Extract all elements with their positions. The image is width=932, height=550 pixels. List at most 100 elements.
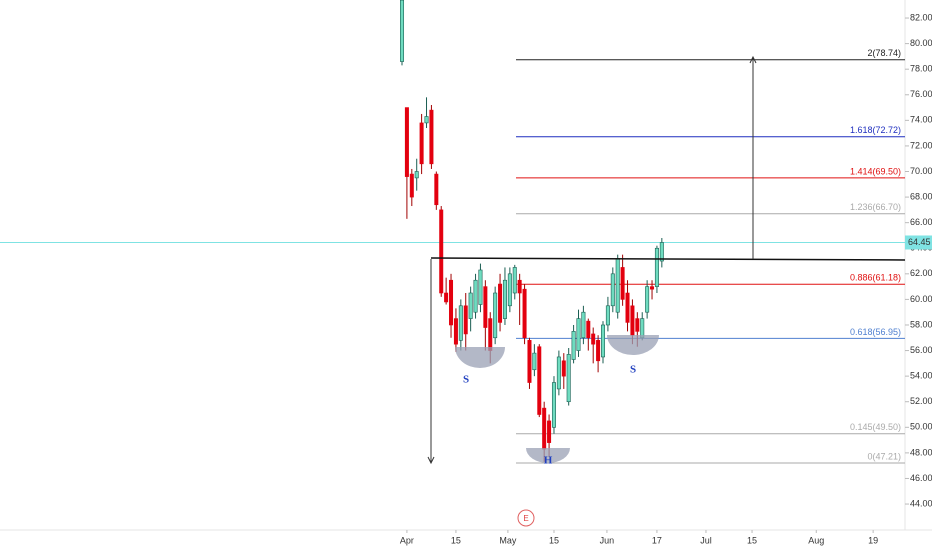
candle-body <box>483 286 488 328</box>
y-tick-label: 78.00 <box>910 64 932 74</box>
fib-label: 1.236(66.70) <box>850 202 901 212</box>
x-tick-label: Aug <box>808 535 824 545</box>
y-tick-label: 70.00 <box>910 166 932 176</box>
candle-body <box>596 340 601 362</box>
candle-body <box>591 333 596 345</box>
candle-body <box>581 311 586 339</box>
last-price-tag <box>905 235 932 250</box>
candle-body <box>654 247 659 287</box>
x-tick-label: 15 <box>451 535 461 545</box>
y-tick-label: 58.00 <box>910 319 932 329</box>
fib-label: 0.145(49.50) <box>850 422 901 432</box>
candle-body <box>488 318 493 351</box>
pattern-label: H <box>544 455 553 467</box>
y-tick-label: 68.00 <box>910 191 932 201</box>
candle-body <box>409 173 414 198</box>
x-tick-label: Apr <box>400 535 414 545</box>
y-tick-label: 82.00 <box>910 12 932 22</box>
candle-body <box>507 273 512 307</box>
candle-body <box>571 331 576 360</box>
candle-body <box>586 320 591 339</box>
y-tick-label: 74.00 <box>910 115 932 125</box>
pattern-label: S <box>463 374 469 386</box>
candle-body <box>453 318 458 345</box>
event-label: E <box>523 514 528 523</box>
candle-body <box>429 109 434 165</box>
y-tick-label: 62.00 <box>910 268 932 278</box>
bowl <box>526 448 570 463</box>
candle-body <box>463 305 468 335</box>
candle-body <box>424 116 429 124</box>
candle-body <box>566 354 571 403</box>
x-tick-label: 17 <box>652 535 662 545</box>
candle-body <box>605 305 610 326</box>
fib-label: 1.414(69.50) <box>850 166 901 176</box>
candle-body <box>522 288 527 339</box>
candle-body <box>527 340 532 383</box>
candle-body <box>635 318 640 332</box>
annotations: E S H S <box>427 55 906 527</box>
candle-body <box>645 286 650 313</box>
candle-body <box>498 283 503 323</box>
y-tick-label: 54.00 <box>910 371 932 381</box>
arrow-head <box>749 55 757 64</box>
x-tick-label: 15 <box>747 535 757 545</box>
y-tick-label: 72.00 <box>910 140 932 150</box>
candle-body <box>556 356 561 390</box>
candle-body <box>547 420 552 443</box>
candle-body <box>625 292 630 323</box>
y-tick-label: 56.00 <box>910 345 932 355</box>
candle-body <box>458 305 463 341</box>
candle-body <box>439 209 444 294</box>
candle-body <box>414 171 419 179</box>
y-tick-label: 80.00 <box>910 38 932 48</box>
neckline <box>430 257 906 261</box>
y-tick-label: 50.00 <box>910 422 932 432</box>
candle-body <box>601 324 606 358</box>
y-tick-label: 66.00 <box>910 217 932 227</box>
event-marker <box>517 509 535 527</box>
candle-body <box>400 0 405 62</box>
candle-body <box>434 173 439 206</box>
fib-label: 0(47.21) <box>867 451 901 461</box>
last-price-label: 64.45 <box>908 237 931 247</box>
fib-label: 0.618(56.95) <box>850 327 901 337</box>
candle-body <box>419 122 424 165</box>
candle-body <box>630 305 635 336</box>
candle-body <box>551 382 556 428</box>
candle-body <box>640 318 645 339</box>
y-tick-label: 44.00 <box>910 498 932 508</box>
x-tick-label: 19 <box>868 535 878 545</box>
x-tick-label: May <box>499 535 517 545</box>
candle-body <box>517 279 522 294</box>
candle-body <box>620 267 625 300</box>
candle-body <box>561 360 566 377</box>
candle-body <box>615 258 620 313</box>
candle-body <box>659 242 664 262</box>
x-tick-label: Jul <box>700 535 712 545</box>
candle-body <box>502 279 507 319</box>
candle-body <box>610 273 615 307</box>
candle-body <box>444 292 449 303</box>
fib-label: 1.618(72.72) <box>850 125 901 135</box>
bowl <box>455 347 505 368</box>
y-tick-label: 48.00 <box>910 447 932 457</box>
x-tick-label: 15 <box>549 535 559 545</box>
candle-body <box>650 286 655 290</box>
candle-body <box>537 346 542 415</box>
candle-body <box>493 292 498 339</box>
fib-label: 2(78.74) <box>867 48 901 58</box>
candle-body <box>478 269 483 305</box>
candle-body <box>512 267 517 294</box>
candle-body <box>473 279 478 313</box>
y-tick-label: 60.00 <box>910 294 932 304</box>
pattern-label: S <box>630 364 636 376</box>
candle-body <box>404 107 409 177</box>
candle-body <box>449 279 454 326</box>
y-tick-label: 76.00 <box>910 89 932 99</box>
candle-body <box>532 352 537 371</box>
y-tick-label: 52.00 <box>910 396 932 406</box>
x-tick-label: Jun <box>600 535 615 545</box>
